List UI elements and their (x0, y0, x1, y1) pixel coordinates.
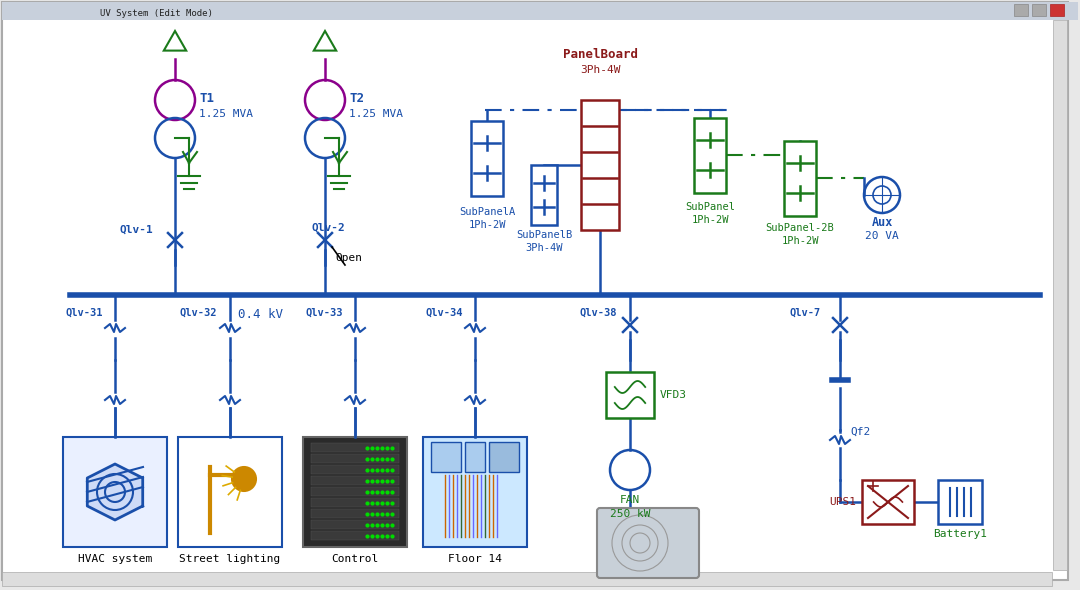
Text: 3Ph-4W: 3Ph-4W (580, 65, 620, 75)
FancyBboxPatch shape (2, 2, 1078, 20)
Text: 20 VA: 20 VA (865, 231, 899, 241)
FancyBboxPatch shape (311, 465, 399, 474)
FancyBboxPatch shape (311, 443, 399, 452)
Text: Qlv-32: Qlv-32 (180, 308, 217, 318)
Text: UPS1: UPS1 (829, 497, 856, 507)
FancyBboxPatch shape (1050, 4, 1064, 16)
Text: 1.25 MVA: 1.25 MVA (349, 109, 403, 119)
FancyBboxPatch shape (63, 437, 167, 547)
Text: Floor 14: Floor 14 (448, 554, 502, 564)
Text: Control: Control (332, 554, 379, 564)
Text: Qlv-7: Qlv-7 (789, 308, 821, 318)
FancyBboxPatch shape (311, 520, 399, 529)
Text: Street lighting: Street lighting (179, 554, 281, 564)
Text: SubPanel: SubPanel (685, 202, 735, 212)
FancyBboxPatch shape (311, 509, 399, 518)
FancyBboxPatch shape (178, 437, 282, 547)
Text: 1Ph-2W: 1Ph-2W (781, 236, 819, 246)
FancyBboxPatch shape (1032, 4, 1047, 16)
Text: VFD3: VFD3 (660, 390, 687, 400)
FancyBboxPatch shape (784, 140, 816, 215)
Text: SubPanelA: SubPanelA (459, 207, 515, 217)
FancyBboxPatch shape (489, 442, 519, 472)
FancyBboxPatch shape (423, 437, 527, 547)
Text: Qlv-31: Qlv-31 (65, 308, 103, 318)
FancyBboxPatch shape (431, 442, 461, 472)
FancyBboxPatch shape (471, 120, 503, 195)
Text: Qlv-33: Qlv-33 (305, 308, 342, 318)
Text: UV System (Edit Mode): UV System (Edit Mode) (100, 8, 213, 18)
FancyBboxPatch shape (303, 437, 407, 547)
Text: 250 kW: 250 kW (610, 509, 650, 519)
Text: Qlv-2: Qlv-2 (311, 223, 345, 233)
FancyBboxPatch shape (465, 442, 485, 472)
Text: SubPanelB: SubPanelB (516, 230, 572, 240)
FancyBboxPatch shape (2, 572, 1052, 586)
FancyBboxPatch shape (597, 508, 699, 578)
Text: T2: T2 (349, 91, 364, 104)
Text: SubPanel-2B: SubPanel-2B (766, 223, 835, 233)
Circle shape (232, 467, 256, 491)
Text: HVAC system: HVAC system (78, 554, 152, 564)
Text: PanelBoard: PanelBoard (563, 48, 637, 61)
FancyBboxPatch shape (311, 531, 399, 540)
FancyBboxPatch shape (311, 454, 399, 463)
Text: Open: Open (335, 253, 362, 263)
FancyBboxPatch shape (1053, 20, 1067, 570)
Text: 3Ph-4W: 3Ph-4W (525, 243, 563, 253)
FancyBboxPatch shape (311, 476, 399, 485)
FancyBboxPatch shape (531, 165, 557, 225)
Text: 1Ph-2W: 1Ph-2W (469, 220, 505, 230)
FancyBboxPatch shape (311, 498, 399, 507)
Text: FAN: FAN (620, 495, 640, 505)
Polygon shape (87, 464, 143, 520)
FancyBboxPatch shape (694, 117, 726, 192)
FancyBboxPatch shape (862, 480, 914, 524)
Text: Aux: Aux (872, 215, 893, 228)
FancyBboxPatch shape (311, 487, 399, 496)
Text: Qf2: Qf2 (850, 427, 870, 437)
Text: T1: T1 (199, 91, 214, 104)
FancyBboxPatch shape (606, 372, 654, 418)
FancyBboxPatch shape (939, 480, 982, 524)
FancyBboxPatch shape (1014, 4, 1028, 16)
Text: Qlv-38: Qlv-38 (580, 308, 618, 318)
Text: 1.25 MVA: 1.25 MVA (199, 109, 253, 119)
FancyBboxPatch shape (581, 100, 619, 230)
Text: Battery1: Battery1 (933, 529, 987, 539)
Text: Qlv-34: Qlv-34 (426, 308, 462, 318)
Text: 1Ph-2W: 1Ph-2W (691, 215, 729, 225)
Text: 0.4 kV: 0.4 kV (238, 309, 283, 322)
Text: Qlv-1: Qlv-1 (120, 225, 153, 235)
FancyBboxPatch shape (2, 2, 1068, 580)
